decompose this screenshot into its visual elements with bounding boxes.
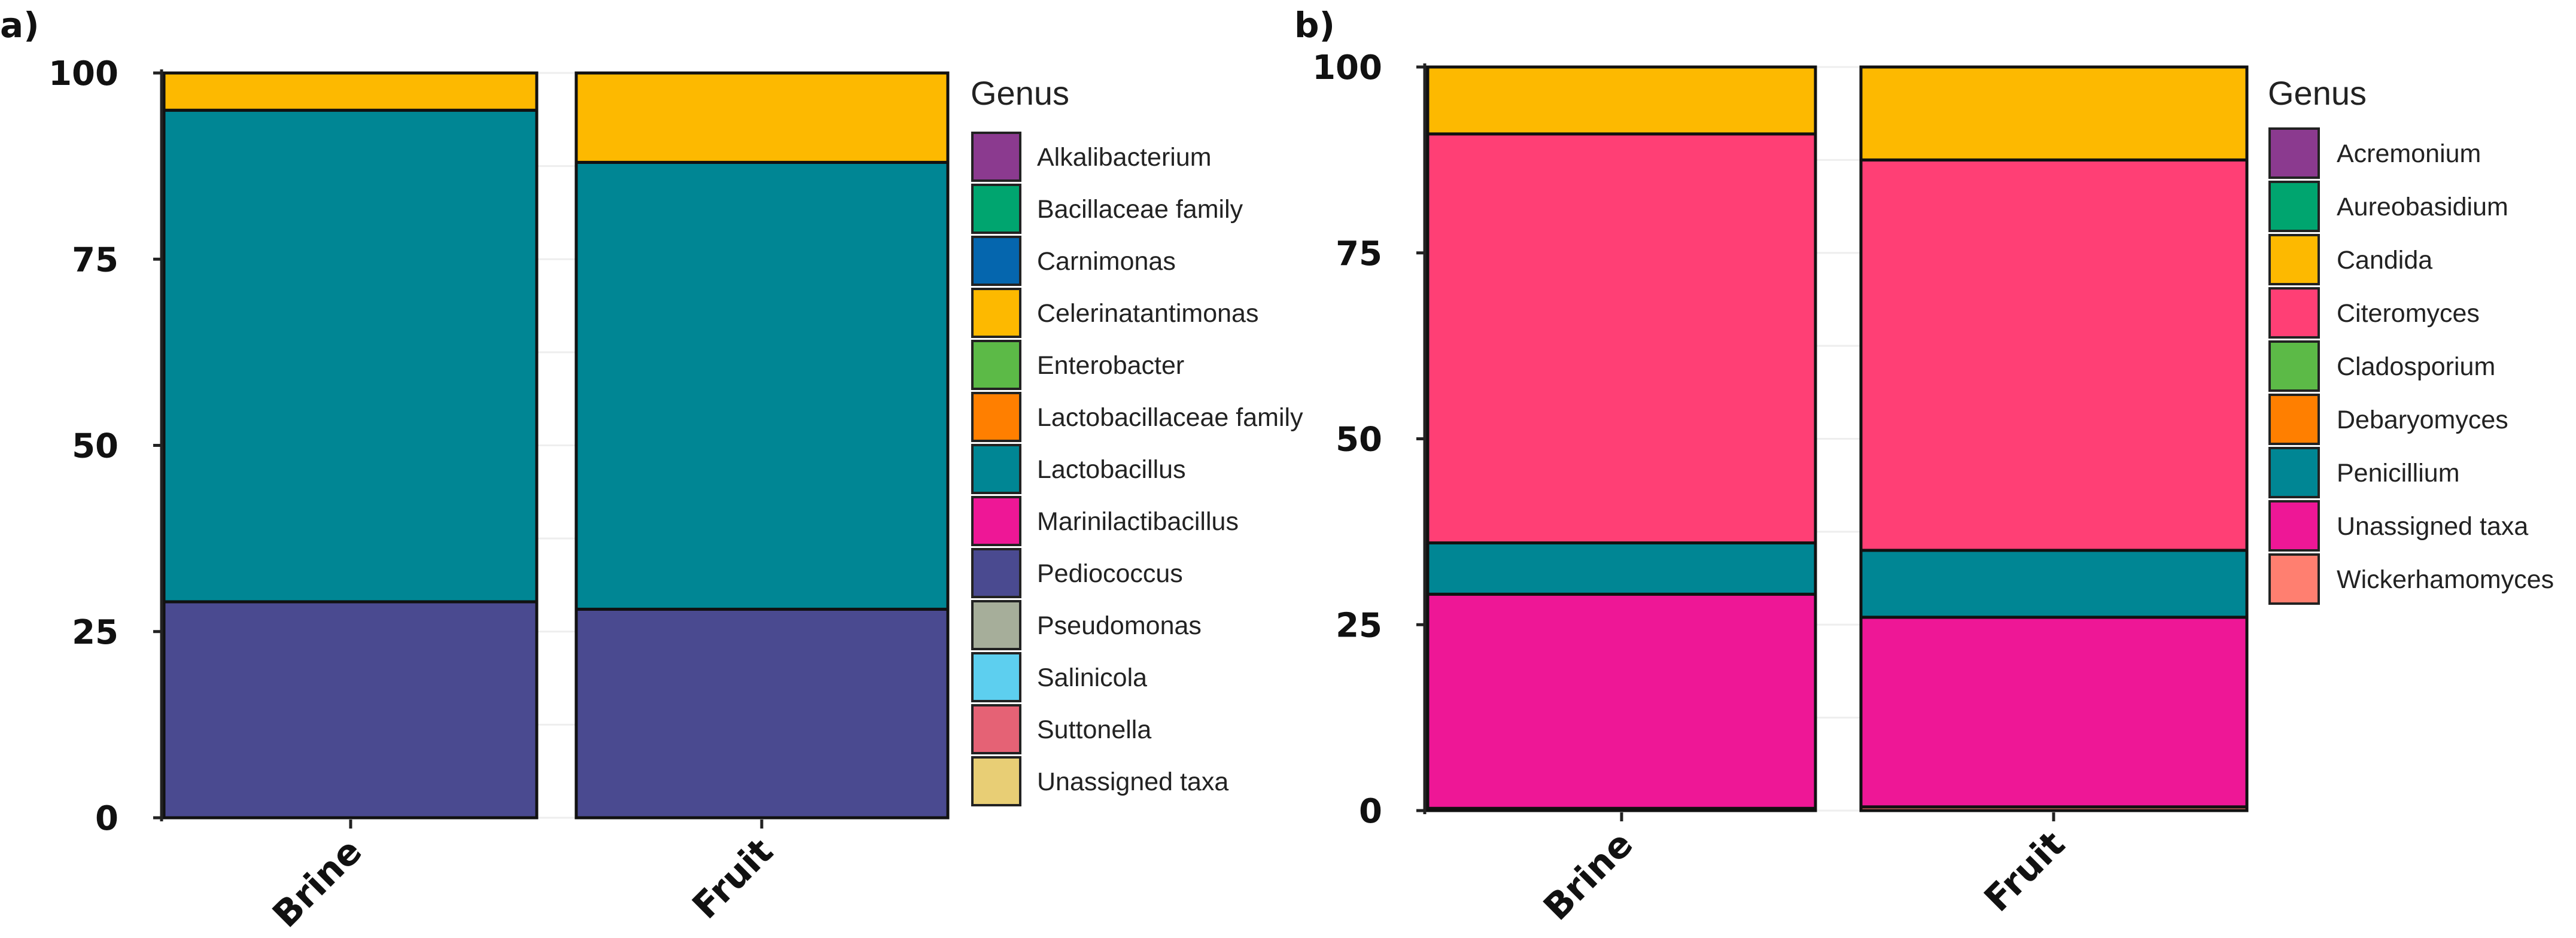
legend-label: Marinilactibacillus — [1037, 507, 1239, 536]
bar-fruit-penicillium — [1859, 549, 2249, 619]
legend-swatch-pediococcus — [971, 548, 1021, 598]
legend-swatch-wickerhamomyces — [2268, 553, 2320, 605]
chart-panel-b: b) 0 25 50 75 100 Brine Fruit Genus Acremonium Aur… — [1294, 5, 2554, 928]
y-tick-label: 75 — [1336, 234, 1382, 273]
legend-label: Unassigned taxa — [1037, 768, 1228, 796]
legend-label: Candida — [2337, 246, 2432, 275]
bar-fruit-celerinatantimonas — [574, 71, 950, 164]
legend-swatch-enterobacter — [971, 340, 1021, 390]
legend-swatch-aureobasidium — [2268, 181, 2320, 232]
legend: Genus Alkalibacterium Bacillaceae family Ca… — [971, 74, 1303, 806]
bar-fruit-pediococcus — [574, 607, 950, 820]
legend-label: Aureobasidium — [2337, 193, 2508, 221]
legend-label: Penicillium — [2337, 459, 2460, 488]
legend-label: Celerinatantimonas — [1037, 299, 1258, 328]
legend-label: Enterobacter — [1037, 351, 1184, 380]
legend-label: Suttonella — [1037, 715, 1151, 744]
y-tick-label: 0 — [95, 799, 118, 838]
legend: Genus Acremonium Aureobasidium Candida Citer… — [2268, 74, 2554, 605]
legend-swatch-carnimonas — [971, 236, 1021, 286]
bar-brine-celerinatantimonas — [162, 71, 539, 112]
bar-fruit-unassigned-taxa — [1859, 616, 2249, 809]
legend-label: Lactobacillus — [1037, 455, 1186, 484]
legend-swatch-candida — [2268, 234, 2320, 285]
y-tick-label: 50 — [1336, 421, 1382, 459]
x-tick-label-brine: Brine — [264, 830, 370, 936]
legend-swatch-alkalibacterium — [971, 132, 1021, 182]
legend-swatch-suttonella — [971, 704, 1021, 754]
y-tick-label: 25 — [1336, 606, 1382, 645]
bar-brine-pediococcus — [162, 600, 539, 820]
y-tick-label: 100 — [1312, 48, 1382, 87]
bar-brine-lactobacillus — [162, 108, 539, 604]
legend-label: Unassigned taxa — [2337, 512, 2528, 541]
legend-swatch-pseudomonas — [971, 600, 1021, 650]
legend-label: Wickerhamomyces — [2337, 565, 2554, 594]
legend-swatch-acremonium — [2268, 127, 2320, 179]
legend-label: Lactobacillaceae family — [1037, 403, 1303, 432]
legend-label: Acremonium — [2337, 139, 2481, 168]
legend-swatch-marinilactibacillus — [971, 496, 1021, 546]
y-tick-label: 100 — [48, 54, 118, 93]
y-tick-label: 0 — [1359, 792, 1382, 831]
legend-swatch-celerinatantimonas — [971, 288, 1021, 338]
panel-label: b) — [1294, 5, 1335, 45]
chart-panel-a: a) 0 25 50 75 100 Brine Fruit Genus Alkalibacteri… — [0, 5, 1303, 936]
bar-fruit-lactobacillus — [574, 160, 950, 611]
legend-swatch-debaryomyces — [2268, 394, 2320, 445]
legend-swatch-salinicola — [971, 652, 1021, 702]
legend-swatch-bacillaceae-family — [971, 184, 1021, 234]
legend-label: Bacillaceae family — [1037, 195, 1243, 224]
legend-title: Genus — [2268, 74, 2367, 112]
legend-swatch-lactobacillus — [971, 444, 1021, 494]
legend-swatch-cladosporium — [2268, 340, 2320, 392]
y-tick-label: 75 — [72, 240, 118, 279]
legend-label: Pseudomonas — [1037, 611, 1202, 640]
y-tick-label: 25 — [72, 613, 118, 652]
legend-swatch-unassigned-taxa — [971, 756, 1021, 806]
bar-brine-citeromyces — [1426, 132, 1817, 545]
legend-swatch-citeromyces — [2268, 287, 2320, 339]
bar-brine-candida — [1426, 65, 1817, 136]
legend-label: Pediococcus — [1037, 559, 1183, 588]
bar-fruit-candida — [1859, 65, 2249, 162]
legend-swatch-unassigned-taxa — [2268, 500, 2320, 552]
legend-swatch-penicillium — [2268, 447, 2320, 498]
bar-brine-penicillium — [1426, 541, 1817, 596]
panel-label: a) — [0, 5, 39, 45]
legend-label: Carnimonas — [1037, 247, 1176, 276]
legend-label: Debaryomyces — [2337, 406, 2508, 434]
legend-label: Salinicola — [1037, 663, 1147, 692]
legend-title: Genus — [971, 74, 1069, 112]
x-tick-label-fruit: Fruit — [1976, 823, 2073, 920]
legend-label: Citeromyces — [2337, 299, 2480, 328]
legend-swatch-lactobacillaceae-family — [971, 392, 1021, 442]
x-tick-label-brine: Brine — [1535, 823, 1641, 928]
y-tick-label: 50 — [72, 427, 118, 466]
bar-brine-unassigned-taxa — [1426, 592, 1817, 810]
bar-fruit-citeromyces — [1859, 158, 2249, 552]
legend-label: Alkalibacterium — [1037, 143, 1212, 172]
legend-label: Cladosporium — [2337, 352, 2495, 381]
x-tick-label-fruit: Fruit — [685, 830, 781, 927]
